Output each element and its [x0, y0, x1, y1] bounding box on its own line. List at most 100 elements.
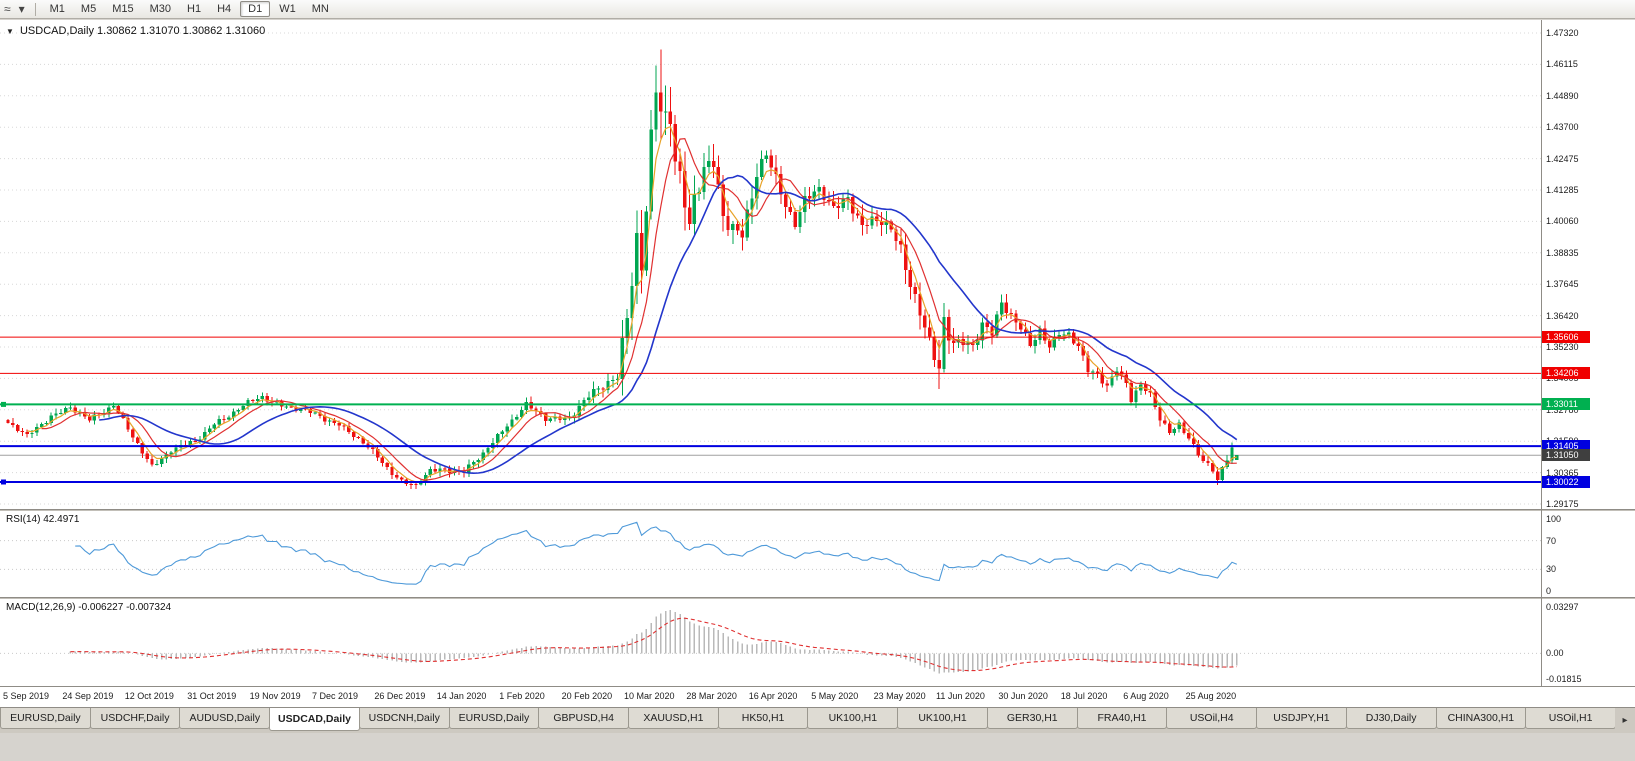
timeframe-button-m30[interactable]: M30: [149, 2, 171, 15]
price-tick: 1.29175: [1546, 499, 1579, 509]
main-chart-panel: ▼ USDCAD,Daily 1.30862 1.31070 1.30862 1…: [0, 20, 1635, 509]
price-level-badge: 1.30022: [1542, 475, 1590, 488]
price-tick: 1.46115: [1546, 59, 1578, 70]
price-tick: 1.40060: [1546, 216, 1579, 227]
chart-title: ▼ USDCAD,Daily 1.30862 1.31070 1.30862 1…: [6, 25, 265, 37]
rsi-axis[interactable]: 100 70 30 0: [1542, 511, 1634, 597]
chart-tab-2-audusd-daily[interactable]: AUDUSD,Daily: [179, 708, 271, 729]
chart-tab-15-dj30-daily[interactable]: DJ30,Daily: [1345, 708, 1437, 729]
macd-histogram: [69, 610, 1238, 674]
price-tick: 1.42475: [1546, 153, 1579, 164]
timeframe-button-w1[interactable]: W1: [279, 2, 296, 15]
macd-name: MACD(12,26,9): [6, 602, 76, 613]
chart-tab-8-hk50-h1[interactable]: HK50,H1: [717, 708, 809, 729]
chart-tab-17-usoil-h1[interactable]: USOil,H1: [1525, 708, 1615, 729]
macd-tick: -0.01815: [1546, 674, 1582, 684]
price-tick: 1.44890: [1546, 90, 1579, 101]
date-label: 31 Oct 2019: [187, 691, 237, 701]
price-chart-canvas[interactable]: [0, 20, 1541, 509]
date-label: 7 Dec 2019: [312, 691, 359, 701]
price-tick: 1.30365: [1546, 467, 1579, 478]
timeframe-button-mn[interactable]: MN: [311, 2, 329, 15]
timeframe-button-h1[interactable]: H1: [187, 2, 202, 15]
chart-tab-0-eurusd-daily[interactable]: EURUSD,Daily: [0, 708, 91, 729]
rsi-canvas[interactable]: [0, 511, 1541, 597]
candlestick-series: [6, 49, 1239, 489]
chart-tab-12-fra40-h1[interactable]: FRA40,H1: [1076, 708, 1168, 729]
rsi-tick: 0: [1546, 586, 1552, 596]
dropdown-arrow-icon[interactable]: ▾: [18, 1, 25, 16]
price-axis[interactable]: 1.47320 1.46115 1.44890 1.43700 1.42475 1.412…: [1542, 20, 1634, 509]
date-label: 11 Jun 2020: [936, 691, 985, 701]
chart-tab-11-ger30-h1[interactable]: GER30,H1: [986, 708, 1078, 729]
chart-tab-1-usdchf-daily[interactable]: USDCHF,Daily: [89, 708, 181, 729]
date-label: 24 Sep 2019: [62, 691, 114, 701]
price-tick: 1.36420: [1546, 310, 1579, 321]
price-tick: 1.41285: [1546, 185, 1579, 195]
date-label: 23 May 2020: [873, 691, 926, 701]
chart-bottom-border: [0, 686, 1635, 687]
timeframe-button-h4[interactable]: H4: [217, 2, 232, 15]
macd-tick: 0.03297: [1546, 602, 1579, 612]
price-tick: 1.38835: [1546, 247, 1579, 258]
rsi-value: 42.4971: [43, 514, 80, 525]
macd-axis[interactable]: 0.03297 0.00 -0.01815: [1542, 599, 1634, 686]
date-label: 10 Mar 2020: [624, 691, 675, 701]
price-level-badge: 1.34206: [1542, 366, 1590, 379]
timeframe-button-d1[interactable]: D1: [240, 0, 271, 17]
chart-tab-5-eurusd-daily[interactable]: EURUSD,Daily: [448, 708, 540, 729]
price-tick: 1.35230: [1546, 342, 1579, 352]
chart-tab-14-usdjpy-h1[interactable]: USDJPY,H1: [1256, 708, 1347, 729]
price-level-badge: 1.31405: [1542, 439, 1590, 452]
chart-tab-13-usoil-h4[interactable]: USOil,H4: [1166, 708, 1258, 729]
date-label: 28 Mar 2020: [686, 691, 737, 701]
panel-splitter[interactable]: [0, 597, 1635, 599]
chart-tab-10-uk100-h1[interactable]: UK100,H1: [897, 708, 988, 729]
chart-tab-4-usdcnh-daily[interactable]: USDCNH,Daily: [358, 708, 450, 729]
panel-splitter[interactable]: [0, 509, 1635, 511]
rsi-tick: 30: [1546, 564, 1557, 575]
chart-symbol-label: USDCAD,Daily: [19, 25, 94, 37]
chart-tab-16-china300-h1[interactable]: CHINA300,H1: [1435, 708, 1527, 729]
price-level-badge: 1.35606: [1542, 330, 1590, 343]
date-label: 5 May 2020: [811, 691, 859, 701]
date-label: 20 Feb 2020: [561, 691, 613, 701]
rsi-tick: 100: [1546, 514, 1562, 524]
macd-chart-area[interactable]: [0, 599, 1541, 691]
timeframe-button-m5[interactable]: M5: [80, 2, 97, 15]
macd-panel: MACD(12,26,9) -0.006227 -0.007324 0.0329…: [0, 599, 1635, 686]
macd-signal-line: [70, 617, 1237, 672]
price-tick: 1.37645: [1546, 279, 1579, 290]
date-label: 25 Aug 2020: [1185, 691, 1237, 701]
chart-tab-3-usdcad-daily[interactable]: USDCAD,Daily: [269, 708, 360, 731]
date-label: 26 Dec 2019: [374, 691, 426, 701]
time-axis[interactable]: 5 Sep 2019 24 Sep 2019 12 Oct 2019 31 Oct 2…: [0, 687, 1635, 707]
tab-scroll-right-button[interactable]: ▸: [1622, 715, 1628, 726]
chart-tab-6-gbpusd-h4[interactable]: GBPUSD,H4: [538, 708, 630, 729]
chart-tab-9-uk100-h1[interactable]: UK100,H1: [807, 708, 899, 729]
date-label: 6 Aug 2020: [1123, 691, 1169, 701]
price-chart-area[interactable]: [0, 20, 1541, 514]
macd-values: -0.006227 -0.007324: [78, 602, 172, 613]
rsi-chart-area[interactable]: [0, 511, 1541, 602]
price-tick: 1.43700: [1546, 122, 1579, 133]
rsi-name: RSI(14): [6, 514, 41, 525]
chart-tabs: EURUSD,Daily USDCHF,Daily AUDUSD,Daily USDC…: [0, 708, 1615, 733]
moving-average-20: [99, 174, 1238, 475]
rsi-label: RSI(14) 42.4971: [6, 514, 79, 525]
timeframe-buttons: M1 M5 M15 M30 H1 H4 D1 W1 MN: [42, 0, 337, 17]
date-label: 30 Jun 2020: [998, 691, 1048, 701]
chart-tab-7-xauusd-h1[interactable]: XAUUSD,H1: [628, 708, 719, 729]
date-label: 12 Oct 2019: [124, 691, 174, 701]
macd-canvas[interactable]: [0, 599, 1541, 686]
price-level-badge: 1.31050: [1542, 448, 1590, 461]
timeframe-button-m15[interactable]: M15: [112, 2, 134, 15]
timeframe-button-m1[interactable]: M1: [49, 2, 65, 15]
macd-label: MACD(12,26,9) -0.006227 -0.007324: [6, 602, 171, 613]
date-label: 14 Jan 2020: [436, 691, 487, 701]
date-label: 5 Sep 2019: [3, 691, 50, 701]
date-label: 1 Feb 2020: [499, 691, 545, 701]
rsi-panel: RSI(14) 42.4971 100 70 30 0: [0, 511, 1635, 597]
polyline-tool-icon[interactable]: ≈: [4, 1, 11, 16]
one-click-trading-arrow-icon[interactable]: ▼: [6, 27, 14, 36]
